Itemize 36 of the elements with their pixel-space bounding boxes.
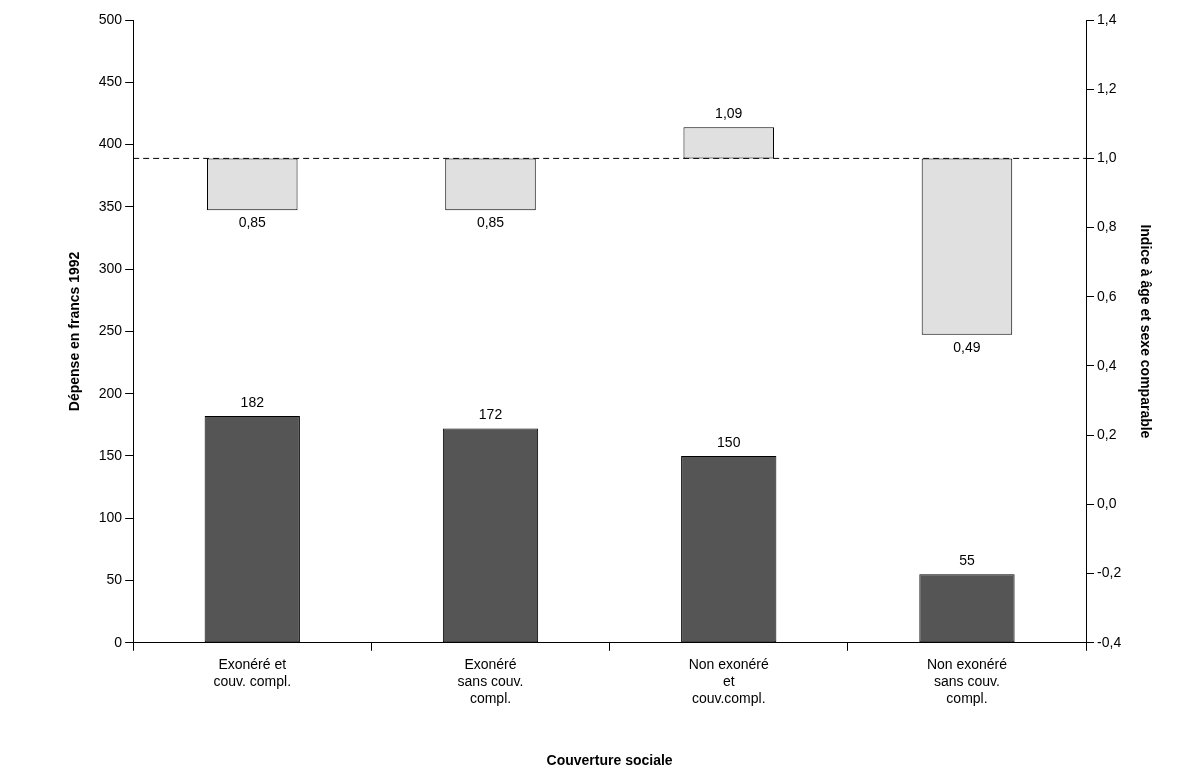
y-tick-label: 350 — [98, 197, 123, 214]
y-tick-label: 250 — [98, 322, 123, 339]
y2-tick-label: 0,8 — [1097, 218, 1117, 235]
y-tick-label: 150 — [98, 446, 123, 463]
data-label: 150 — [717, 433, 741, 450]
y-tick-label: 100 — [98, 509, 123, 526]
y-tick-label: 400 — [98, 135, 123, 152]
data-label: 1,09 — [715, 105, 743, 122]
data-label: 0,85 — [238, 214, 267, 231]
y-axis-title: Dépense en francs 1992 — [66, 251, 83, 412]
x-tick-label: Non exonéré et couv.compl. — [688, 656, 770, 706]
y2-tick-label: 1,4 — [1097, 10, 1117, 27]
y-tick-label: 500 — [98, 10, 123, 27]
y2-tick-label: 0,0 — [1097, 495, 1117, 512]
x-tick-label: Non exonéré sans couv. compl. — [926, 656, 1008, 706]
x-tick-label: Exonéré et couv. compl. — [213, 656, 292, 689]
y-tick-label: 200 — [98, 384, 123, 401]
y2-tick-label: 0,6 — [1097, 287, 1117, 304]
y-tick-label: 0 — [114, 633, 123, 650]
y2-tick-label: 1,0 — [1097, 149, 1117, 166]
y2-tick-label: 0,2 — [1097, 426, 1117, 443]
data-label: 55 — [959, 552, 975, 569]
y-tick-label: 300 — [98, 259, 123, 276]
data-label: 172 — [478, 406, 503, 423]
y2-axis-title: Indice à âge et sexe comparable — [1137, 224, 1154, 439]
data-label: 0,49 — [953, 338, 981, 355]
x-tick-label: Exonéré sans couv. compl. — [457, 656, 524, 706]
y2-tick-label: 0,4 — [1097, 356, 1117, 373]
y-tick-label: 50 — [106, 571, 123, 588]
x-axis-title: Couverture sociale — [546, 752, 673, 769]
data-label: 182 — [240, 393, 265, 410]
data-label: 0,85 — [476, 214, 505, 231]
y2-tick-label: 1,2 — [1097, 80, 1117, 97]
y2-tick-label: -0,4 — [1097, 633, 1122, 650]
y2-tick-label: -0,2 — [1097, 564, 1122, 581]
y-tick-label: 450 — [98, 73, 123, 90]
